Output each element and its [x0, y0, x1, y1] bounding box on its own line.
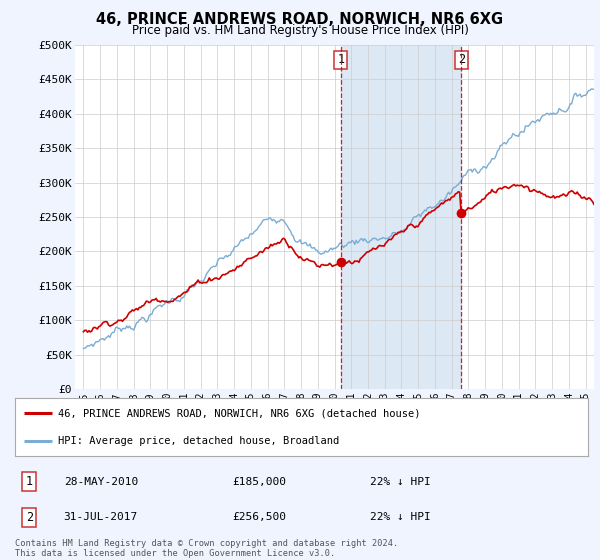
Text: 28-MAY-2010: 28-MAY-2010 — [64, 477, 138, 487]
Text: 1: 1 — [337, 53, 344, 67]
Text: 2: 2 — [458, 53, 465, 67]
Text: 22% ↓ HPI: 22% ↓ HPI — [370, 477, 431, 487]
Text: Contains HM Land Registry data © Crown copyright and database right 2024.
This d: Contains HM Land Registry data © Crown c… — [15, 539, 398, 558]
Text: Price paid vs. HM Land Registry's House Price Index (HPI): Price paid vs. HM Land Registry's House … — [131, 24, 469, 36]
Text: £256,500: £256,500 — [233, 512, 287, 522]
Bar — [341, 45, 461, 389]
Text: 1: 1 — [26, 475, 33, 488]
Text: 2: 2 — [26, 511, 33, 524]
Text: 46, PRINCE ANDREWS ROAD, NORWICH, NR6 6XG: 46, PRINCE ANDREWS ROAD, NORWICH, NR6 6X… — [97, 12, 503, 27]
Text: 46, PRINCE ANDREWS ROAD, NORWICH, NR6 6XG (detached house): 46, PRINCE ANDREWS ROAD, NORWICH, NR6 6X… — [58, 408, 421, 418]
Text: £185,000: £185,000 — [233, 477, 287, 487]
Text: 31-JUL-2017: 31-JUL-2017 — [64, 512, 138, 522]
Text: 22% ↓ HPI: 22% ↓ HPI — [370, 512, 431, 522]
Text: HPI: Average price, detached house, Broadland: HPI: Average price, detached house, Broa… — [58, 436, 339, 446]
